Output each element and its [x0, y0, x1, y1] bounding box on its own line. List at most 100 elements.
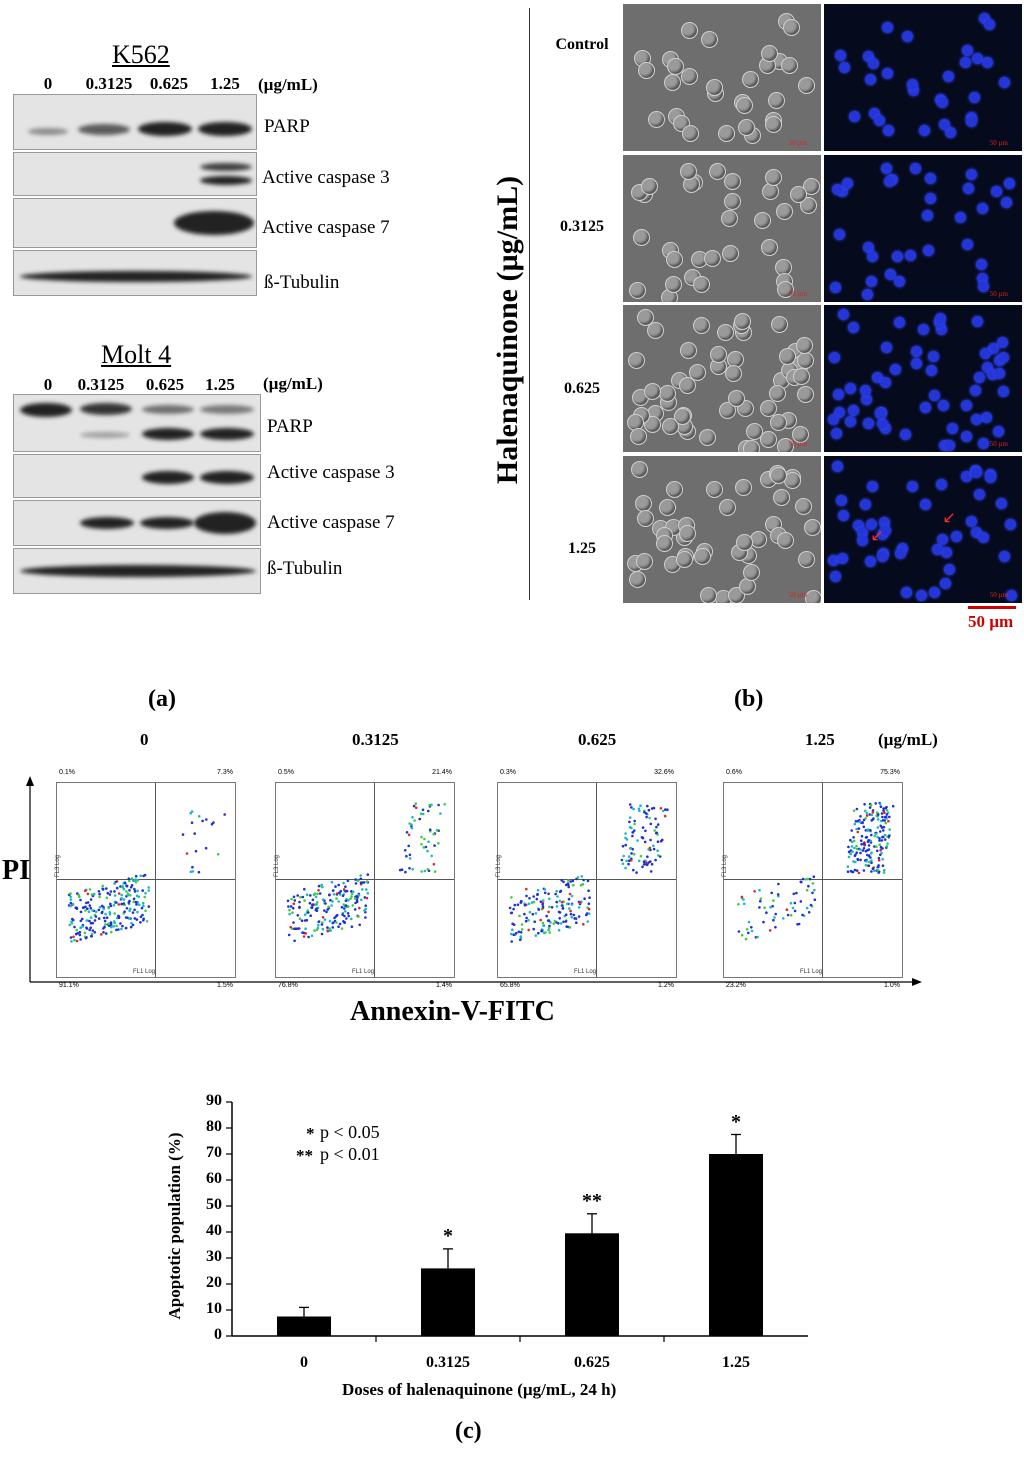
dapi-cell: [980, 348, 991, 359]
flow-event: [356, 896, 359, 899]
scale-bar-label: 50 µm: [968, 612, 1014, 631]
molt4-label-casp7: Active caspase 7: [267, 512, 395, 533]
dapi-cell: [982, 362, 993, 373]
flow-event: [341, 894, 345, 897]
chart-significance-mark: *: [731, 1110, 741, 1133]
flow-event: [286, 899, 290, 903]
dic-cell: [777, 281, 794, 298]
flow-event: [323, 909, 326, 912]
dapi-cell: [978, 438, 989, 449]
flow-event: [850, 840, 854, 844]
flow-event: [340, 906, 344, 909]
flow-event: [126, 894, 129, 897]
micrograph-dic-row-4: 50 µm: [623, 456, 821, 603]
flow-event: [853, 846, 856, 850]
flow-event: [103, 925, 106, 929]
flow-event: [335, 921, 338, 924]
flow-event: [847, 845, 850, 849]
dic-cell: [724, 193, 741, 210]
flow-event: [550, 906, 554, 909]
flow-event: [652, 847, 656, 851]
dapi-cell: [869, 108, 880, 119]
flow-event: [854, 860, 857, 864]
flow-event: [547, 910, 550, 914]
dapi-cell: [987, 369, 998, 380]
legend-text-1: p < 0.05: [320, 1122, 380, 1142]
flow-event: [769, 905, 772, 909]
flow-event: [321, 898, 325, 901]
flow-event: [130, 921, 133, 925]
flow-event: [365, 896, 369, 900]
flow-event: [541, 903, 544, 906]
flow-event: [128, 899, 131, 903]
flow-event: [410, 826, 414, 830]
flow-event: [337, 925, 340, 928]
flow-event: [879, 830, 882, 833]
flow-event: [659, 807, 663, 810]
flow-quadrant-ul-value: 0.5%: [278, 769, 294, 776]
flow-event: [774, 925, 777, 929]
flow-quadrant-ul-value: 0.1%: [59, 769, 75, 776]
flow-event: [756, 935, 759, 939]
dapi-cell: [892, 251, 903, 262]
flow-event: [328, 893, 331, 896]
flow-event: [407, 833, 411, 837]
flow-event: [305, 893, 309, 896]
dic-cell: [743, 564, 760, 581]
flow-scatter: [286, 802, 446, 943]
dapi-cell: [941, 547, 952, 558]
k562-dose-1: 0.3125: [85, 74, 133, 93]
flow-event: [136, 879, 140, 882]
flow-event: [307, 911, 310, 914]
flow-event: [398, 868, 402, 872]
flow-event: [90, 932, 94, 936]
flow-event: [635, 871, 638, 874]
flow-event: [296, 914, 300, 917]
dic-cell: [637, 309, 654, 326]
flow-event: [133, 917, 137, 920]
molt4-dose-2: 0.625: [145, 375, 185, 394]
flow-event: [443, 803, 446, 806]
dapi-cell: [985, 472, 996, 483]
flow-event: [531, 912, 535, 916]
flow-event: [659, 839, 663, 843]
flow-event: [359, 874, 362, 877]
flow-event: [630, 826, 633, 830]
dic-cell: [674, 408, 691, 425]
flow-event: [120, 897, 123, 900]
flow-event: [185, 852, 189, 855]
dapi-cell: [862, 289, 873, 300]
flow-event: [104, 923, 107, 926]
dic-cell: [736, 534, 753, 551]
flow-event: [122, 898, 126, 901]
dapi-cell: [998, 352, 1009, 363]
dic-cell: [765, 116, 782, 133]
flow-event: [849, 869, 853, 873]
flow-event: [868, 806, 872, 809]
flow-event: [555, 889, 558, 893]
dic-cell: [734, 313, 751, 330]
flow-event: [435, 828, 439, 832]
flow-event: [346, 912, 350, 915]
flow-event: [516, 903, 520, 906]
flow-event: [871, 810, 875, 814]
micrograph-scale-text: 50 µm: [788, 440, 807, 448]
flow-event: [786, 913, 790, 917]
flow-event: [548, 924, 551, 928]
flow-event: [578, 901, 582, 905]
flow-event: [740, 895, 744, 899]
flow-event: [101, 887, 105, 891]
flow-event: [649, 860, 652, 863]
flow-event: [539, 900, 543, 903]
flow-event: [134, 901, 138, 904]
dic-cell: [728, 390, 745, 407]
flow-event: [627, 862, 630, 866]
dapi-cell: [955, 212, 966, 223]
flow-event: [127, 877, 131, 880]
flow-event: [110, 925, 113, 929]
flow-event: [870, 852, 873, 855]
flow-event: [81, 925, 84, 928]
flow-event: [883, 811, 886, 814]
dapi-cell: [962, 45, 973, 56]
flow-event: [408, 853, 412, 857]
